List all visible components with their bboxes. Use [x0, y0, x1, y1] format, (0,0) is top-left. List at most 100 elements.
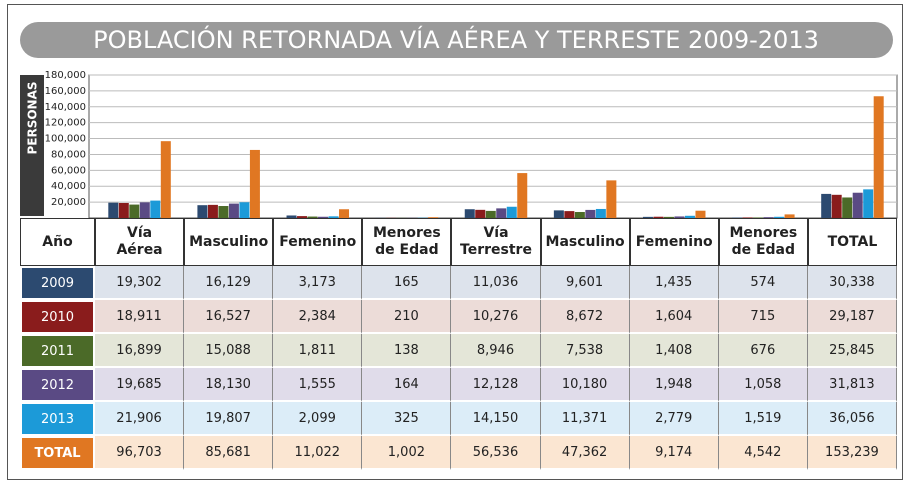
bar	[684, 215, 695, 218]
table-cell: 1,435	[629, 266, 719, 300]
table-cell: 2,384	[273, 300, 363, 334]
bar	[328, 216, 339, 218]
table-cell: 19,302	[95, 266, 185, 300]
table-cell: 1,408	[629, 334, 719, 368]
table-cell: 18,911	[95, 300, 185, 334]
plot-frame	[88, 74, 898, 219]
table-cell: 25,845	[807, 334, 897, 368]
y-tick-label: 140,000	[45, 102, 86, 113]
table-cell: 29,187	[807, 300, 897, 334]
bar	[574, 212, 585, 218]
y-tick-label: 120,000	[45, 118, 86, 129]
table-cell: 1,811	[273, 334, 363, 368]
bar	[553, 210, 564, 218]
bar	[674, 216, 685, 218]
bar	[318, 216, 329, 218]
table-cell: 7,538	[540, 334, 630, 368]
bar	[118, 202, 129, 218]
bar	[742, 217, 753, 218]
y-axis-label: PERSONAS	[26, 81, 40, 154]
table-cell: 574	[718, 266, 808, 300]
table-cell: 15,088	[184, 334, 274, 368]
table-cell: 85,681	[184, 436, 274, 470]
bar	[139, 202, 150, 218]
column-header: Menores de Edad	[718, 218, 808, 266]
table-cell: 8,946	[451, 334, 541, 368]
bar	[517, 173, 528, 218]
table-cell: 138	[362, 334, 452, 368]
bar	[307, 216, 318, 218]
table-cell: 9,601	[540, 266, 630, 300]
table-cell: 153,239	[807, 436, 897, 470]
bar	[821, 193, 832, 218]
bar	[150, 200, 161, 218]
bar	[695, 210, 706, 218]
row-label: 2012	[20, 368, 95, 402]
table-cell: 325	[362, 402, 452, 436]
table-cell: 4,542	[718, 436, 808, 470]
bar	[339, 209, 350, 218]
bar	[286, 215, 297, 218]
row-label: TOTAL	[20, 436, 95, 470]
bar	[842, 197, 853, 218]
table-cell: 210	[362, 300, 452, 334]
table-header: Año	[20, 218, 95, 266]
bar	[753, 217, 764, 218]
bar	[663, 216, 674, 218]
table-cell: 19,807	[184, 402, 274, 436]
table-cell: 8,672	[540, 300, 630, 334]
column-header: Femenino	[273, 218, 363, 266]
bar	[763, 217, 774, 218]
chart-title: POBLACIÓN RETORNADA VÍA AÉREA Y TERRESTE…	[93, 24, 819, 54]
table-cell: 11,371	[540, 402, 630, 436]
table-cell: 36,056	[807, 402, 897, 436]
frame	[7, 4, 903, 480]
bar	[228, 203, 239, 218]
bar	[108, 202, 119, 218]
bar	[595, 208, 606, 218]
bar	[496, 208, 507, 218]
bar	[160, 141, 171, 218]
column-header: Masculino	[184, 218, 274, 266]
y-tick-label: 60,000	[51, 165, 86, 176]
table-cell: 47,362	[540, 436, 630, 470]
table-cell: 19,685	[95, 368, 185, 402]
row-label: 2013	[20, 402, 95, 436]
table-cell: 1,555	[273, 368, 363, 402]
bar	[774, 216, 785, 218]
bar	[428, 217, 439, 218]
column-header: Menores de Edad	[362, 218, 452, 266]
bar	[475, 209, 486, 218]
bar	[197, 205, 208, 218]
bar	[642, 216, 653, 218]
table-cell: 11,036	[451, 266, 541, 300]
table-cell: 16,899	[95, 334, 185, 368]
y-tick-label: 100,000	[45, 134, 86, 145]
table-cell: 21,906	[95, 402, 185, 436]
bar	[464, 209, 475, 218]
y-tick-label: 180,000	[45, 70, 86, 81]
table-cell: 14,150	[451, 402, 541, 436]
table-cell: 164	[362, 368, 452, 402]
table-cell: 3,173	[273, 266, 363, 300]
table-cell: 1,604	[629, 300, 719, 334]
bar	[485, 210, 496, 218]
table-cell: 676	[718, 334, 808, 368]
table-cell: 1,948	[629, 368, 719, 402]
row-label: 2009	[20, 266, 95, 300]
bar	[653, 216, 664, 218]
table-cell: 56,536	[451, 436, 541, 470]
bar	[129, 204, 140, 218]
bar	[218, 206, 229, 218]
table-cell: 10,276	[451, 300, 541, 334]
table-cell: 1,058	[718, 368, 808, 402]
column-header: Vía Aérea	[95, 218, 185, 266]
table-cell: 31,813	[807, 368, 897, 402]
title-pill	[20, 22, 893, 58]
table-cell: 18,130	[184, 368, 274, 402]
bar	[564, 211, 575, 218]
y-tick-label: 20,000	[51, 197, 86, 208]
table-cell: 30,338	[807, 266, 897, 300]
column-header: TOTAL	[807, 218, 897, 266]
bar	[207, 204, 218, 218]
